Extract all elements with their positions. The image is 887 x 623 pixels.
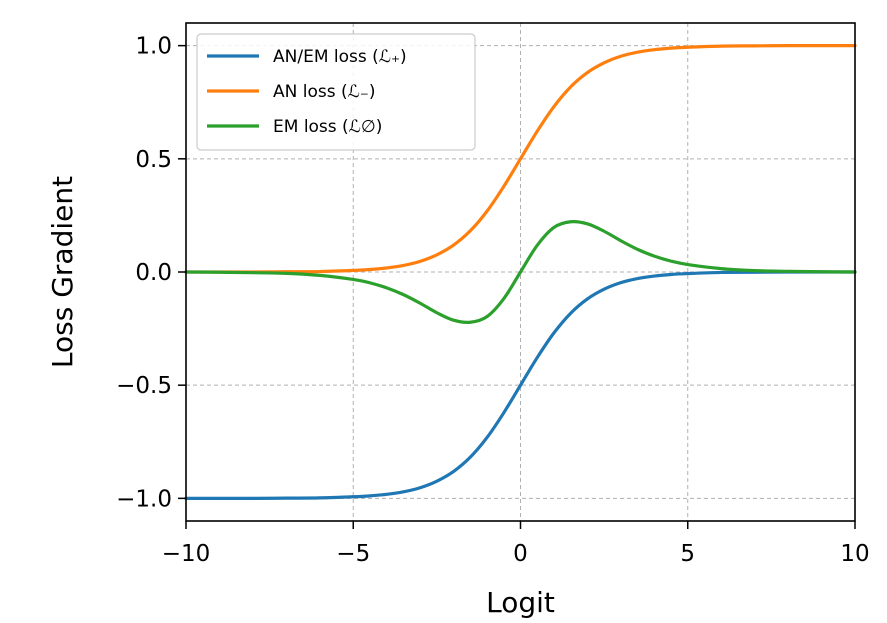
legend: AN/EM loss (ℒ₊) AN loss (ℒ₋) EM loss (ℒ∅) — [196, 33, 476, 151]
x-tick-label: 0 — [513, 541, 528, 567]
x-axis-label: Logit — [486, 586, 555, 619]
y-tick-label: 1.0 — [135, 34, 172, 60]
legend-label: AN/EM loss (ℒ₊) — [273, 47, 407, 67]
series-line-an-em — [184, 270, 857, 500]
y-tick-label: −1.0 — [116, 486, 172, 512]
legend-label: AN loss (ℒ₋) — [273, 82, 375, 102]
y-tick-label: −0.5 — [116, 373, 172, 399]
y-axis-label: Loss Gradient — [46, 176, 79, 368]
series-lines — [184, 44, 857, 500]
x-axis-ticks: −10 −5 0 5 10 — [162, 521, 870, 567]
legend-label: EM loss (ℒ∅) — [273, 117, 382, 137]
series-line-em — [184, 219, 857, 325]
x-tick-label: 10 — [840, 541, 869, 567]
legend-box — [196, 33, 476, 151]
x-tick-label: −5 — [336, 541, 370, 567]
x-tick-label: −10 — [162, 541, 211, 567]
x-tick-label: 5 — [680, 541, 695, 567]
y-tick-label: 0.0 — [135, 260, 172, 286]
series-line-an — [184, 44, 857, 274]
y-axis-ticks: −1.0 −0.5 0.0 0.5 1.0 — [116, 34, 186, 512]
y-tick-label: 0.5 — [135, 147, 172, 173]
